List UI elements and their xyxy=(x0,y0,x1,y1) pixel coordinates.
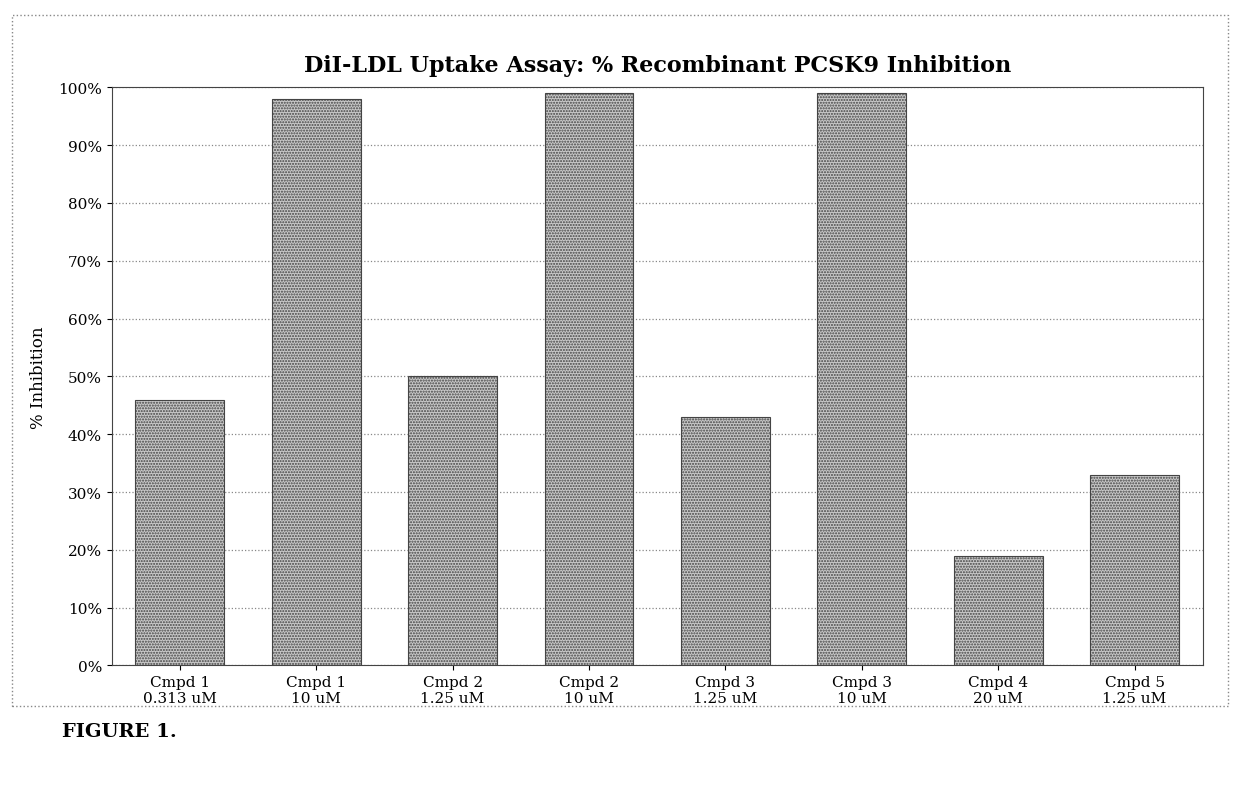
Bar xyxy=(1090,475,1179,666)
Bar xyxy=(681,417,770,666)
Bar xyxy=(408,377,497,666)
Bar xyxy=(135,400,224,666)
Bar xyxy=(544,94,634,666)
Bar xyxy=(954,556,1043,666)
Bar xyxy=(272,99,361,666)
Title: DiI-LDL Uptake Assay: % Recombinant PCSK9 Inhibition: DiI-LDL Uptake Assay: % Recombinant PCSK… xyxy=(304,55,1011,76)
Y-axis label: % Inhibition: % Inhibition xyxy=(30,326,47,428)
Bar xyxy=(817,94,906,666)
Text: FIGURE 1.: FIGURE 1. xyxy=(62,722,177,739)
